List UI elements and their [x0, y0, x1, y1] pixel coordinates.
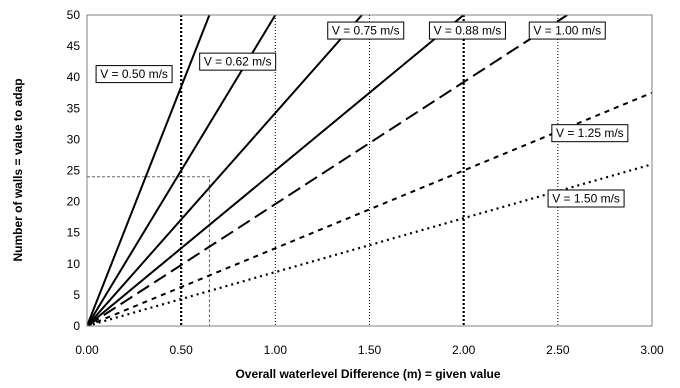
- series-label-text: V = 0.62 m/s: [204, 55, 272, 69]
- series-label-text: V = 0.50 m/s: [100, 67, 168, 81]
- annotation-layer: V = 0.50 m/s V = 0.62 m/s V = 0.75 m/s V = …: [95, 21, 629, 208]
- x-tick-label: 0.00: [75, 343, 99, 357]
- y-axis-title: Number of walls = value to adap: [11, 78, 25, 261]
- y-tick-label: 20: [67, 195, 81, 209]
- series-label-box: [528, 21, 606, 40]
- y-tick-label: 30: [67, 132, 81, 146]
- series-line-4: [87, 15, 465, 326]
- x-tick-label: 0.50: [169, 343, 193, 357]
- y-tick-label: 5: [73, 288, 80, 302]
- series-layer: [87, 15, 652, 326]
- x-tick-label: 2.50: [546, 343, 570, 357]
- tick-layer: 0.00 0.50 1.00 1.50 2.00 2.50 3.00 0 5 10 15 20 25 30…: [67, 8, 664, 357]
- plot-area-frame: [86, 14, 653, 327]
- series-label-7: V = 1.50 m/s: [547, 189, 625, 208]
- series-line-1: [87, 15, 211, 326]
- reference-box: [87, 176, 210, 327]
- series-label-box: [95, 65, 173, 84]
- series-label-text: V = 0.75 m/s: [332, 24, 400, 38]
- y-tick-label: 35: [67, 101, 81, 115]
- x-axis-title: Overall waterlevel Difference (m) = give…: [235, 367, 500, 381]
- series-label-box: [199, 52, 277, 71]
- series-label-text: V = 0.88 m/s: [434, 24, 502, 38]
- series-label-1: V = 0.50 m/s: [95, 65, 173, 84]
- y-tick-label: 50: [67, 8, 81, 22]
- series-label-box: [428, 21, 506, 40]
- series-label-4: V = 0.88 m/s: [428, 21, 506, 40]
- series-label-3: V = 0.75 m/s: [327, 21, 405, 40]
- series-label-5: V = 1.00 m/s: [528, 21, 606, 40]
- series-label-text: V = 1.00 m/s: [533, 24, 601, 38]
- x-tick-label: 3.00: [640, 343, 664, 357]
- y-tick-label: 45: [67, 39, 81, 53]
- y-tick-label: 25: [67, 164, 81, 178]
- series-label-6: V = 1.25 m/s: [551, 124, 629, 143]
- series-line-3: [87, 15, 363, 326]
- series-line-6: [87, 91, 652, 326]
- x-tick-label: 2.00: [452, 343, 476, 357]
- series-label-2: V = 0.62 m/s: [199, 52, 277, 71]
- reference-box-layer: [87, 176, 210, 327]
- x-tick-label: 1.00: [264, 343, 288, 357]
- y-tick-label: 40: [67, 70, 81, 84]
- series-line-5: [87, 15, 568, 326]
- series-label-box: [551, 124, 629, 143]
- series-label-text: V = 1.50 m/s: [552, 191, 620, 205]
- y-tick-label: 15: [67, 226, 81, 240]
- x-tick-label: 1.50: [358, 343, 382, 357]
- series-label-box: [547, 189, 625, 208]
- series-label-text: V = 1.25 m/s: [556, 126, 624, 140]
- y-tick-label: 0: [73, 319, 80, 333]
- y-tick-label: 10: [67, 257, 81, 271]
- series-label-box: [327, 21, 405, 40]
- series-line-7: [87, 163, 652, 326]
